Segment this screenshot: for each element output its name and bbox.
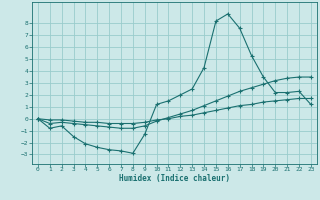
X-axis label: Humidex (Indice chaleur): Humidex (Indice chaleur) [119, 174, 230, 183]
